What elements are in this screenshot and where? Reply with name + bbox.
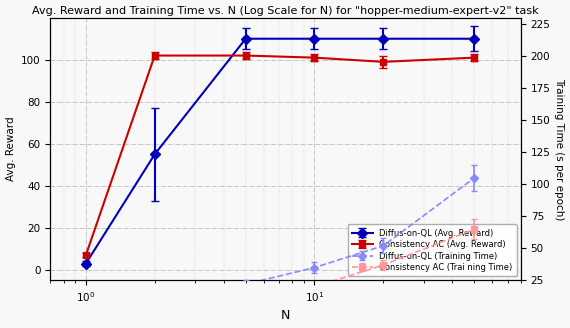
X-axis label: N: N bbox=[281, 309, 290, 322]
Legend: Diffus-on-QL (Avg. Reward), Consistency AC (Avg. Reward), Diffus-on-QL (Training: Diffus-on-QL (Avg. Reward), Consistency … bbox=[348, 224, 517, 276]
Y-axis label: Avg. Reward: Avg. Reward bbox=[6, 117, 15, 181]
Y-axis label: Training Time (s per epoch): Training Time (s per epoch) bbox=[555, 78, 564, 220]
Title: Avg. Reward and Training Time vs. N (Log Scale for N) for "hopper-medium-expert-: Avg. Reward and Training Time vs. N (Log… bbox=[32, 6, 539, 15]
